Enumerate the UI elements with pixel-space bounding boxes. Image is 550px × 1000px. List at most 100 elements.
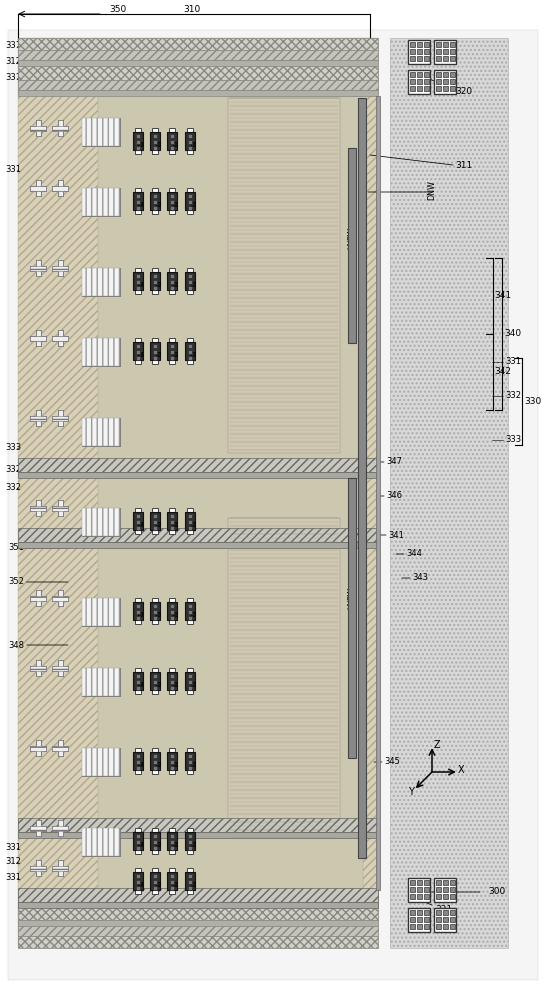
Bar — [136, 834, 140, 838]
Bar — [58, 410, 63, 426]
Bar — [424, 917, 429, 922]
Bar — [30, 186, 46, 191]
Text: 331: 331 — [505, 358, 521, 366]
Bar — [188, 520, 192, 524]
Bar — [188, 840, 192, 844]
Bar — [18, 890, 378, 896]
Bar — [152, 828, 158, 854]
Bar — [52, 186, 68, 191]
Bar — [98, 96, 363, 948]
Text: 350: 350 — [109, 5, 126, 14]
Bar — [30, 826, 46, 831]
Bar — [424, 86, 429, 91]
Text: 343: 343 — [412, 574, 428, 582]
Bar — [135, 748, 141, 774]
Bar — [153, 754, 157, 758]
Bar — [36, 500, 41, 516]
Bar — [82, 598, 120, 626]
Bar — [410, 49, 415, 54]
Bar — [136, 604, 140, 608]
Bar — [18, 38, 378, 948]
Bar — [52, 596, 68, 601]
Bar — [191, 682, 195, 686]
Bar — [150, 132, 160, 150]
Bar — [18, 888, 378, 902]
Bar — [188, 356, 192, 360]
Bar — [443, 924, 448, 929]
Bar — [153, 880, 157, 884]
Bar — [153, 286, 157, 290]
Bar — [153, 760, 157, 764]
Bar — [82, 668, 120, 696]
Bar — [30, 666, 46, 671]
Bar — [36, 860, 41, 876]
Text: 341: 341 — [388, 530, 404, 540]
Bar — [136, 146, 140, 150]
Bar — [82, 598, 120, 626]
Bar — [167, 342, 177, 360]
Bar — [52, 826, 68, 831]
Bar — [436, 56, 441, 61]
Bar — [170, 344, 174, 348]
Bar — [436, 79, 441, 84]
Text: 331: 331 — [5, 844, 21, 852]
Bar — [417, 880, 422, 885]
Bar — [187, 598, 193, 624]
Bar — [170, 610, 174, 614]
Bar — [36, 660, 41, 676]
Bar — [52, 336, 68, 341]
Bar — [188, 686, 192, 690]
Bar — [417, 894, 422, 899]
Bar — [450, 910, 455, 915]
Bar — [36, 500, 41, 516]
Bar — [153, 604, 157, 608]
Bar — [18, 472, 378, 478]
Bar — [152, 598, 158, 624]
Bar — [153, 874, 157, 878]
Bar — [150, 872, 160, 890]
Bar — [138, 522, 142, 526]
Bar — [443, 79, 448, 84]
Bar — [450, 72, 455, 77]
Bar — [36, 120, 41, 136]
Bar — [138, 612, 142, 616]
Text: 342: 342 — [494, 367, 511, 376]
Text: 342: 342 — [360, 592, 370, 608]
Bar — [424, 42, 429, 47]
Bar — [188, 766, 192, 770]
Bar — [52, 746, 68, 751]
Bar — [152, 188, 158, 214]
Bar — [173, 882, 177, 886]
Text: 341: 341 — [494, 292, 511, 300]
Bar — [30, 506, 46, 511]
Bar — [36, 410, 41, 426]
Bar — [58, 500, 63, 516]
Bar — [82, 268, 120, 296]
Bar — [135, 668, 141, 694]
Bar — [52, 266, 68, 271]
Bar — [136, 286, 140, 290]
Bar — [133, 512, 143, 530]
Bar — [358, 98, 366, 858]
Bar — [150, 672, 160, 690]
Bar — [133, 872, 143, 890]
Bar — [58, 330, 63, 346]
Bar — [136, 874, 140, 878]
Bar — [18, 936, 378, 948]
Bar — [228, 98, 340, 453]
Bar — [58, 660, 63, 676]
Bar — [18, 528, 378, 542]
Bar — [191, 282, 195, 286]
Bar — [52, 596, 68, 601]
Bar — [450, 924, 455, 929]
Bar — [30, 826, 46, 831]
Bar — [30, 266, 46, 271]
Bar — [443, 887, 448, 892]
Bar — [169, 508, 175, 534]
Bar — [408, 878, 430, 902]
Bar — [185, 342, 195, 360]
Bar — [348, 148, 356, 343]
Bar — [136, 880, 140, 884]
Bar — [170, 886, 174, 890]
Bar — [173, 762, 177, 766]
